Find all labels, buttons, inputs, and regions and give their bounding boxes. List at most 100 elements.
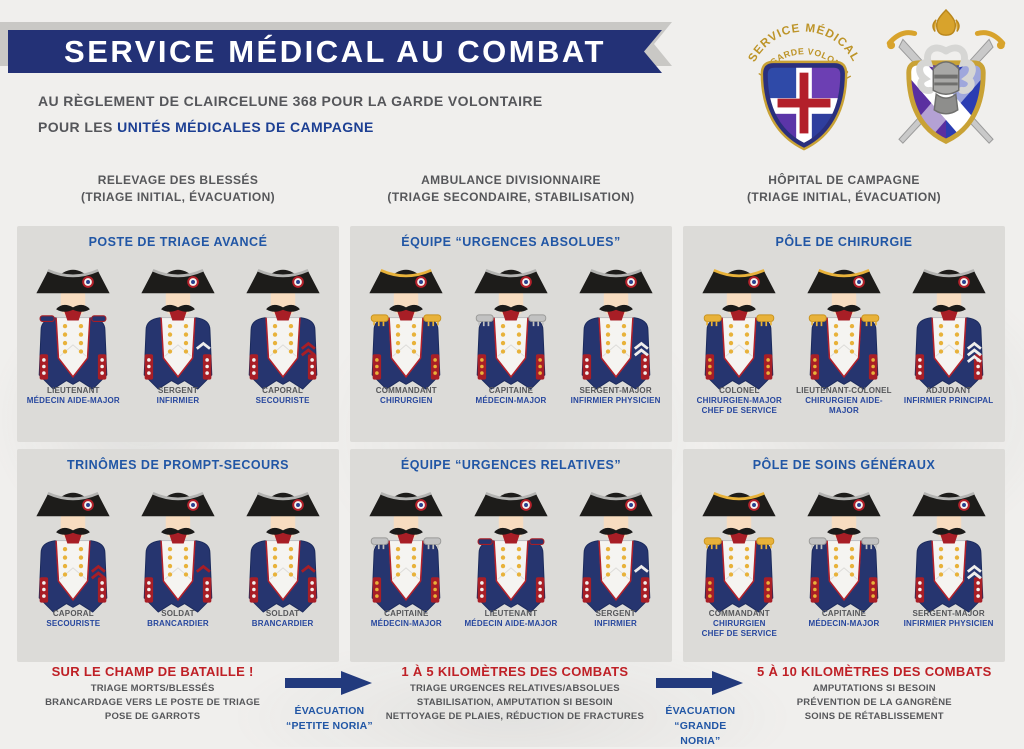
subtitle-line1: AU RÈGLEMENT DE CLAIRCELUNE 368 POUR LA …	[38, 93, 543, 109]
section-title: POSTE DE TRIAGE AVANCÉ	[88, 235, 268, 249]
medical-service-crest-icon: SERVICE MÉDICAL DE LA GARDE VOLONTAIRE	[737, 0, 868, 158]
figures-row: CAPITAINE MÉDECIN-MAJOR LIEUTENANT MÉDECIN …	[354, 474, 668, 629]
stage-line: PRÉVENTION DE LA GANGRÈNE	[796, 697, 952, 708]
figure-rank: CAPORAL	[262, 386, 304, 395]
svg-text:SERVICE MÉDICAL: SERVICE MÉDICAL	[746, 21, 862, 64]
soldier-illustration	[912, 268, 986, 390]
figure-rank: COLONEL	[719, 386, 760, 395]
soldier-illustration	[369, 268, 443, 390]
section-title: PÔLE DE CHIRURGIE	[775, 235, 913, 249]
figure-specialty: BRANCARDIER	[147, 619, 209, 628]
figure: SERGENT-MAJOR INFIRMIER PHYSICIEN	[898, 474, 1000, 639]
page-title: SERVICE MÉDICAL AU COMBAT	[64, 33, 606, 69]
figure-label: CAPITAINE MÉDECIN-MAJOR	[808, 609, 879, 629]
column-title: AMBULANCE DIVISIONNAIRE (TRIAGE SECONDAIR…	[350, 172, 672, 218]
figure: CAPORAL SECOURISTE	[22, 474, 124, 629]
column-title: HÔPITAL DE CAMPAGNE (TRIAGE INITIAL, ÉVAC…	[683, 172, 1005, 218]
figure-extra-title: CHEF DE SERVICE	[701, 406, 777, 415]
evacuation-word: ÉVACUATION	[665, 705, 736, 717]
evacuation-label: ÉVACUATION “PETITE NORIA”	[286, 704, 373, 734]
section-title: ÉQUIPE “URGENCES RELATIVES”	[400, 458, 622, 472]
figure-specialty: SECOURISTE	[46, 619, 101, 628]
figure-label: CAPORAL SECOURISTE	[256, 386, 310, 406]
evacuation-grande-noria: ÉVACUATION “GRANDE NORIA”	[656, 664, 744, 749]
column-title: RELEVAGE DES BLESSÉS (TRIAGE INITIAL, ÉVA…	[17, 172, 339, 218]
figure-label: SERGENT INFIRMIER	[594, 609, 637, 629]
figure-rank: CAPITAINE	[488, 386, 534, 395]
section-panel: ÉQUIPE “URGENCES ABSOLUES” COMMANDANT CHIR…	[350, 226, 672, 442]
figure-label: LIEUTENANT MÉDECIN AIDE-MAJOR	[27, 386, 120, 406]
soldier-illustration	[807, 491, 881, 613]
figure: LIEUTENANT MÉDECIN AIDE-MAJOR	[460, 474, 562, 629]
stage-line: SOINS DE RÉTABLISSEMENT	[804, 711, 944, 722]
figure-label: SERGENT-MAJOR INFIRMIER PHYSICIEN	[904, 609, 994, 629]
stage-line: TRIAGE MORTS/BLESSÉS	[90, 683, 215, 694]
column-title-line1: RELEVAGE DES BLESSÉS	[97, 173, 259, 187]
figure-specialty: MÉDECIN AIDE-MAJOR	[26, 396, 120, 405]
soldier-illustration	[579, 491, 653, 613]
column-title-line1: HÔPITAL DE CAMPAGNE	[768, 173, 920, 187]
columns: RELEVAGE DES BLESSÉS (TRIAGE INITIAL, ÉVA…	[17, 172, 1007, 669]
figures-row: COMMANDANT CHIRURGIEN CAPITAINE MÉDECIN-MAJ…	[354, 251, 668, 406]
figure-rank: SERGENT	[595, 609, 636, 618]
evacuation-petite-noria: ÉVACUATION “PETITE NORIA”	[285, 664, 373, 749]
stage-battlefield: SUR LE CHAMP DE BATAILLE ! TRIAGE MORTS/…	[20, 664, 285, 749]
figure: SOLDAT BRANCARDIER	[232, 474, 334, 629]
figure: SERGENT INFIRMIER	[565, 474, 667, 629]
section-panel: PÔLE DE CHIRURGIE COLONEL CHIRURGIEN-MAJOR…	[683, 226, 1005, 442]
figure: SERGENT-MAJOR INFIRMIER PHYSICIEN	[565, 251, 667, 406]
soldier-illustration	[246, 268, 320, 390]
figure-label: COMMANDANT CHIRURGIEN	[376, 386, 437, 406]
figure-extra-title: CHEF DE SERVICE	[701, 629, 777, 638]
stage-ambulance: 1 À 5 KILOMÈTRES DES COMBATS TRIAGE URGE…	[374, 664, 657, 749]
column: RELEVAGE DES BLESSÉS (TRIAGE INITIAL, ÉVA…	[17, 172, 339, 669]
figure-label: CAPITAINE MÉDECIN-MAJOR	[371, 609, 442, 629]
evacuation-noria: “GRANDE NORIA”	[674, 720, 727, 747]
figure-label: COMMANDANT CHIRURGIEN CHEF DE SERVICE	[702, 609, 777, 639]
column-title-line2: (TRIAGE INITIAL, ÉVACUATION)	[80, 190, 276, 204]
figure-specialty: CHIRURGIEN-MAJOR	[696, 396, 783, 405]
figure: COLONEL CHIRURGIEN-MAJOR CHEF DE SERVICE	[688, 251, 790, 416]
stage-line: TRIAGE URGENCES RELATIVES/ABSOLUES	[409, 683, 620, 694]
figure-rank: SOLDAT	[161, 609, 195, 618]
figure: COMMANDANT CHIRURGIEN	[355, 251, 457, 406]
subtitle-line2-prefix: POUR LES	[38, 119, 118, 135]
stage-title: SUR LE CHAMP DE BATAILLE !	[51, 664, 254, 679]
stage-hospital: 5 À 10 KILOMÈTRES DES COMBATS AMPUTATION…	[745, 664, 1004, 749]
crest-arc-text-1: SERVICE MÉDICAL	[746, 21, 861, 64]
figure-rank: COMMANDANT	[375, 386, 437, 395]
figure: SOLDAT BRANCARDIER	[127, 474, 229, 629]
column: AMBULANCE DIVISIONNAIRE (TRIAGE SECONDAIR…	[350, 172, 672, 669]
figure: CAPITAINE MÉDECIN-MAJOR	[460, 251, 562, 406]
column-title-line2: (TRIAGE INITIAL, ÉVACUATION)	[746, 190, 942, 204]
stage-line: STABILISATION, AMPUTATION SI BESOIN	[416, 697, 613, 708]
figure-specialty: INFIRMIER PRINCIPAL	[903, 396, 994, 405]
section-title: TRINÔMES DE PROMPT-SECOURS	[66, 458, 290, 472]
figure-rank: CAPITAINE	[384, 609, 429, 618]
soldier-illustration	[702, 491, 776, 613]
figure-label: SOLDAT BRANCARDIER	[147, 609, 209, 629]
subtitle-line2: POUR LES UNITÉS MÉDICALES DE CAMPAGNE	[38, 114, 543, 140]
soldier-illustration	[369, 491, 443, 613]
evacuation-label: ÉVACUATION “GRANDE NORIA”	[656, 704, 744, 749]
soldier-illustration	[702, 268, 776, 390]
column: HÔPITAL DE CAMPAGNE (TRIAGE INITIAL, ÉVAC…	[683, 172, 1005, 669]
figure-specialty: INFIRMIER PHYSICIEN	[570, 396, 661, 405]
section-panel: TRINÔMES DE PROMPT-SECOURS CAPORAL SECOURI…	[17, 449, 339, 662]
figure-rank: SERGENT	[157, 386, 199, 395]
figure-rank: LIEUTENANT-COLONEL	[796, 386, 892, 395]
arrow-right-icon	[285, 671, 373, 695]
figure-rank: ADJUDANT	[925, 386, 972, 395]
figure-rank: CAPITAINE	[821, 609, 867, 618]
figure-specialty: MÉDECIN AIDE-MAJOR	[464, 619, 558, 628]
figure-rank: CAPORAL	[52, 609, 94, 618]
figure-rank: LIEUTENANT	[484, 609, 538, 618]
figure-specialty: MÉDECIN-MAJOR	[475, 396, 547, 405]
soldier-illustration	[474, 491, 548, 613]
figure-rank: SERGENT-MAJOR	[912, 609, 985, 618]
column-title-line2: (TRIAGE SECONDAIRE, STABILISATION)	[387, 190, 635, 204]
footer-timeline: SUR LE CHAMP DE BATAILLE ! TRIAGE MORTS/…	[20, 664, 1004, 749]
figure-label: CAPITAINE MÉDECIN-MAJOR	[475, 386, 546, 406]
figure: LIEUTENANT MÉDECIN AIDE-MAJOR	[22, 251, 124, 406]
